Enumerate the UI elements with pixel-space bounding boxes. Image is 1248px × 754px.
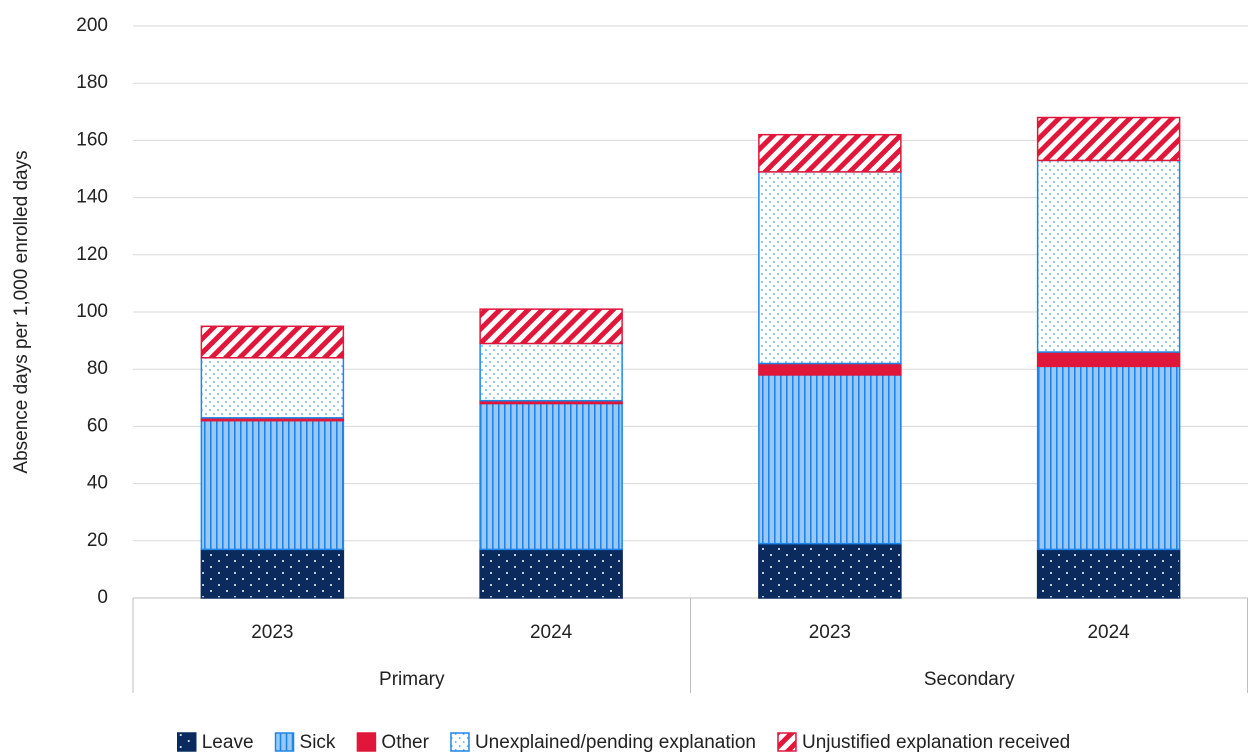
y-tick-label: 120 — [76, 244, 108, 265]
legend-swatch — [356, 732, 377, 752]
y-tick-label: 180 — [76, 72, 108, 93]
y-tick-label: 80 — [87, 358, 108, 379]
y-tick-label: 160 — [76, 129, 108, 150]
bar-segment — [1036, 365, 1181, 551]
legend-label: Sick — [300, 732, 336, 753]
bar-segment — [200, 548, 345, 599]
y-tick-label: 60 — [87, 415, 108, 436]
legend-swatch — [176, 732, 197, 752]
bar-segment — [1036, 159, 1181, 353]
bar-segment — [479, 308, 623, 345]
bar-segment — [479, 342, 623, 402]
bar-segment — [758, 374, 902, 545]
legend-label: Unjustified explanation received — [802, 732, 1070, 753]
legend-swatch — [450, 732, 470, 752]
bar-segment — [758, 362, 902, 376]
y-tick-label: 200 — [76, 15, 108, 36]
bar-segment — [758, 171, 902, 365]
legend-label: Other — [381, 732, 429, 753]
bar-segment — [758, 542, 902, 599]
bar-segment — [1036, 548, 1181, 599]
bar-segment — [479, 548, 623, 599]
bar-segment — [200, 357, 345, 419]
y-tick-label: 20 — [87, 530, 108, 551]
legend-label: Unexplained/pending explanation — [475, 732, 756, 753]
bar-segment — [200, 325, 345, 359]
x-tick-label: 2024 — [530, 622, 573, 643]
group-label: Primary — [379, 669, 445, 690]
y-tick-label: 40 — [87, 473, 108, 494]
y-tick-label: 140 — [76, 187, 108, 208]
legend: Leave Sick Other Unexplained/pending explan… — [176, 732, 1070, 753]
group-label: Secondary — [924, 669, 1015, 690]
legend-swatch — [274, 732, 295, 752]
x-tick-label: 2023 — [251, 622, 293, 643]
legend-swatch — [777, 732, 797, 752]
bar-segment — [1036, 116, 1181, 162]
x-tick-label: 2023 — [809, 622, 851, 643]
bar-segment — [758, 133, 902, 173]
bar-segment — [200, 419, 345, 551]
bar-segment — [479, 402, 623, 551]
y-tick-label: 0 — [97, 587, 108, 608]
legend-label: Leave — [202, 732, 254, 753]
y-axis-title: Absence days per 1,000 enrolled days — [11, 150, 32, 473]
bar-segment — [1036, 351, 1181, 368]
x-tick-label: 2024 — [1087, 622, 1130, 643]
y-tick-label: 100 — [76, 301, 108, 322]
